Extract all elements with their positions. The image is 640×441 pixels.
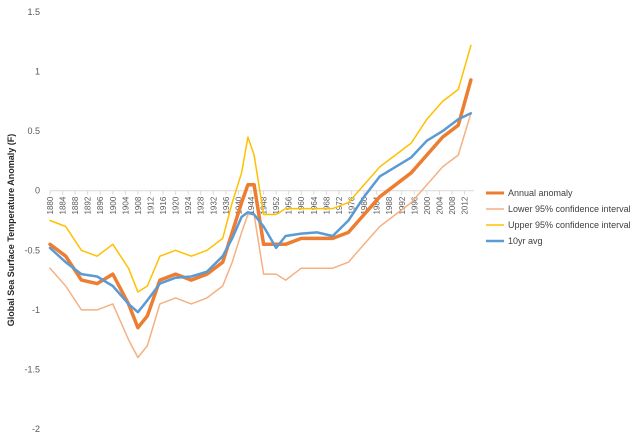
series-line-3 xyxy=(49,44,472,293)
x-tick-label: 1892 xyxy=(84,196,93,214)
legend-label: 10yr avg xyxy=(508,236,543,246)
x-tick-label: 1992 xyxy=(398,196,407,214)
x-tick-label: 1932 xyxy=(209,196,218,214)
y-tick-label: 0 xyxy=(35,186,40,196)
x-tick-label: 1996 xyxy=(410,196,419,214)
x-tick-label: 1928 xyxy=(197,196,206,214)
x-tick-label: 1900 xyxy=(109,196,118,214)
x-tick-label: 1880 xyxy=(46,196,55,214)
y-tick-label: 1.5 xyxy=(27,7,40,17)
x-tick-label: 1924 xyxy=(184,196,193,214)
x-tick-label: 1968 xyxy=(322,196,331,214)
y-axis-ticks: 1.5 1 0.5 0 -0.5 -1 -1.5 -2 xyxy=(24,7,40,434)
legend-label: Lower 95% confidence interval xyxy=(508,204,631,214)
x-tick-label: 1920 xyxy=(172,196,181,214)
x-tick-label: 2004 xyxy=(435,196,444,214)
x-tick-label: 2008 xyxy=(448,196,457,214)
y-tick-label: 0.5 xyxy=(27,126,40,136)
x-tick-label: 1936 xyxy=(222,196,231,214)
legend-label: Annual anomaly xyxy=(508,188,573,198)
y-axis-label: Global Sea Surface Temperature Anomaly (… xyxy=(6,134,16,327)
x-tick-label: 1964 xyxy=(310,196,319,214)
x-tick-label: 1988 xyxy=(385,196,394,214)
x-tick-label: 1908 xyxy=(134,196,143,214)
x-tick-label: 1896 xyxy=(96,196,105,214)
y-tick-label: 1 xyxy=(35,67,40,77)
legend-label: Upper 95% confidence interval xyxy=(508,220,631,230)
x-tick-label: 1884 xyxy=(59,196,68,214)
y-tick-label: -0.5 xyxy=(24,245,40,255)
y-tick-label: -1 xyxy=(32,305,40,315)
series-line-1 xyxy=(48,78,473,330)
series-lines xyxy=(48,44,473,359)
x-tick-label: 1912 xyxy=(147,196,156,214)
y-tick-label: -1.5 xyxy=(24,364,40,374)
series-line-4 xyxy=(48,112,473,314)
x-tick-label: 1916 xyxy=(159,196,168,214)
y-tick-label: -2 xyxy=(32,424,40,434)
x-tick-label: 1956 xyxy=(285,196,294,214)
x-tick-label: 1976 xyxy=(348,196,357,214)
x-tick-label: 2000 xyxy=(423,196,432,214)
x-tick-label: 1888 xyxy=(71,196,80,214)
legend: Annual anomaly Lower 95% confidence inter… xyxy=(486,188,631,246)
x-tick-label: 1984 xyxy=(373,196,382,214)
x-tick-label: 2012 xyxy=(461,196,470,214)
x-tick-label: 1948 xyxy=(260,196,269,214)
x-tick-label: 1944 xyxy=(247,196,256,214)
x-tick-label: 1960 xyxy=(297,196,306,214)
x-tick-label: 1904 xyxy=(121,196,130,214)
x-tick-label: 1952 xyxy=(272,196,281,214)
x-tick-label: 1980 xyxy=(360,196,369,214)
x-axis-ticks: 1880 1884 1888 1892 1896 1900 1904 1908 1912 1916… xyxy=(46,190,470,215)
